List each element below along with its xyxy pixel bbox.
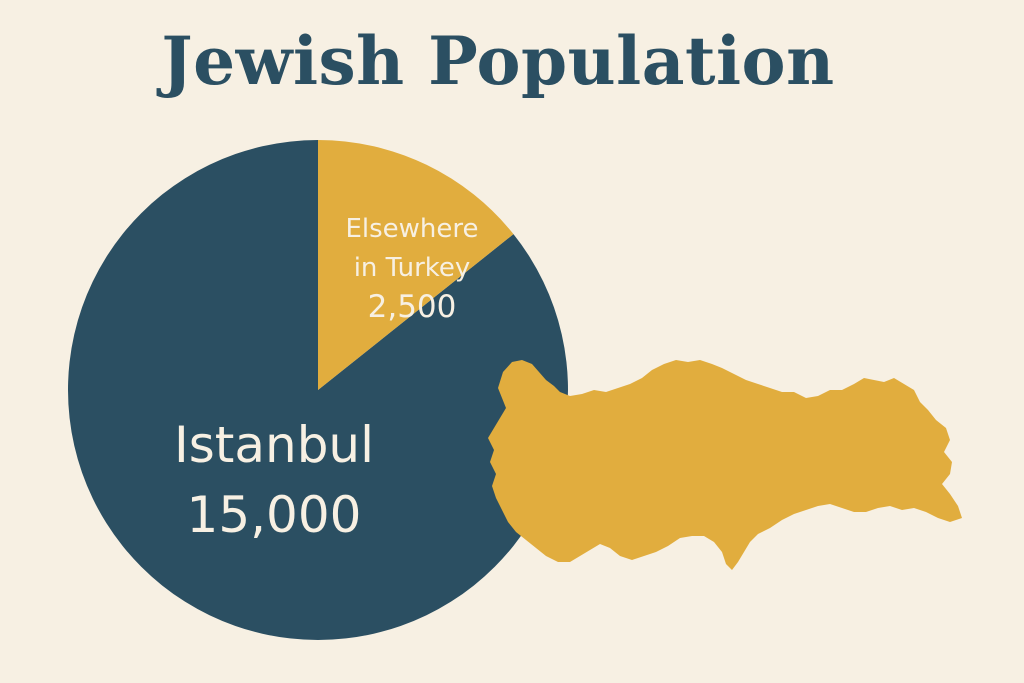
pie-slice-istanbul	[68, 140, 569, 641]
chart-title: Jewish Population	[161, 22, 835, 100]
slice-value-istanbul: 15,000	[187, 486, 362, 544]
pie-slice-elsewhere-in-turkey	[318, 140, 514, 390]
slice-label-elsewhere-line1: Elsewhere	[345, 214, 478, 244]
turkey-map-shape	[488, 360, 962, 570]
slice-label-istanbul: Istanbul	[174, 416, 374, 474]
pie-chart: Elsewhere in Turkey 2,500 Istanbul 15,000	[68, 140, 569, 641]
slice-value-elsewhere: 2,500	[368, 289, 457, 325]
slice-label-elsewhere-line2: in Turkey	[354, 253, 471, 283]
